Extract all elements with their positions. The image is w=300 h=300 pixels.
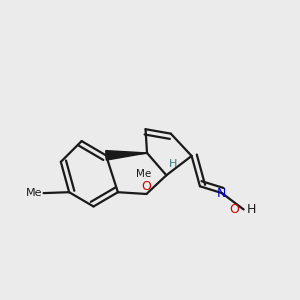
Text: O: O bbox=[142, 179, 152, 193]
Text: H: H bbox=[247, 203, 256, 216]
Text: O: O bbox=[229, 203, 239, 216]
Text: H: H bbox=[169, 159, 178, 169]
Polygon shape bbox=[106, 151, 147, 160]
Text: Me: Me bbox=[136, 169, 152, 179]
Text: N: N bbox=[217, 187, 226, 200]
Text: Me: Me bbox=[26, 188, 42, 198]
